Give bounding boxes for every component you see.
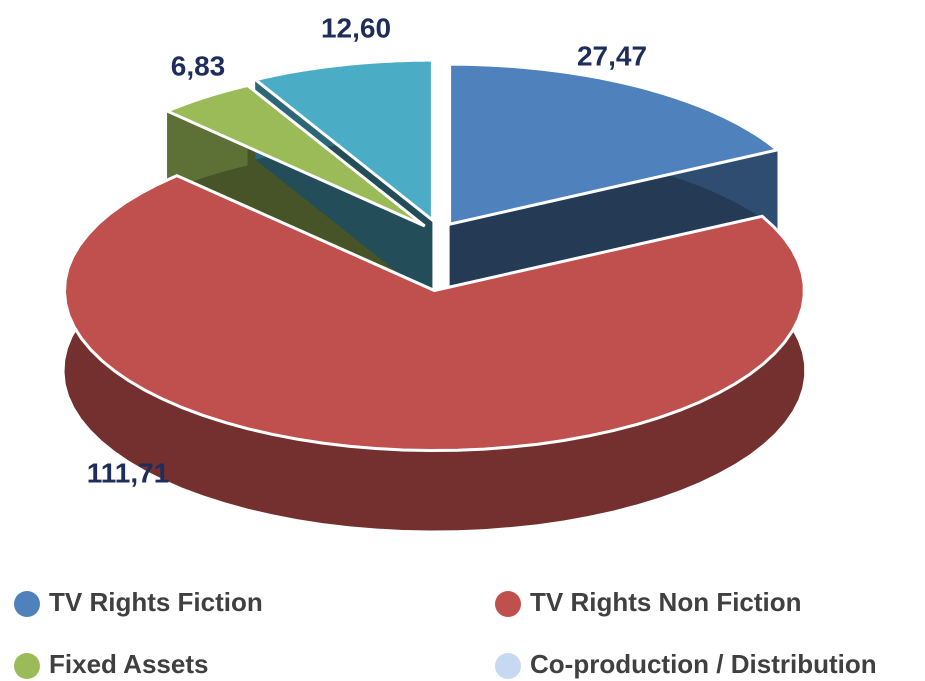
slice: [251, 58, 434, 224]
slice: [163, 83, 426, 228]
value-label: 27,47: [577, 40, 647, 71]
pie-tops: [62, 58, 806, 453]
legend-marker: [495, 653, 521, 679]
value-label: 111,71: [87, 457, 170, 488]
value-label: 6,83: [171, 50, 226, 81]
legend-label: TV Rights Non Fiction: [530, 587, 802, 617]
slice: [448, 62, 781, 227]
legend-label: Co-production / Distribution: [530, 649, 877, 679]
slice-face: [449, 149, 778, 305]
slice: [62, 173, 806, 453]
legend-marker: [14, 591, 40, 617]
slice-wall: [64, 175, 805, 531]
legend-label: TV Rights Fiction: [49, 587, 263, 617]
legend-label: Fixed Assets: [49, 649, 208, 679]
value-label: 12,60: [321, 12, 391, 43]
legend-marker: [495, 591, 521, 617]
legend-marker: [14, 653, 40, 679]
